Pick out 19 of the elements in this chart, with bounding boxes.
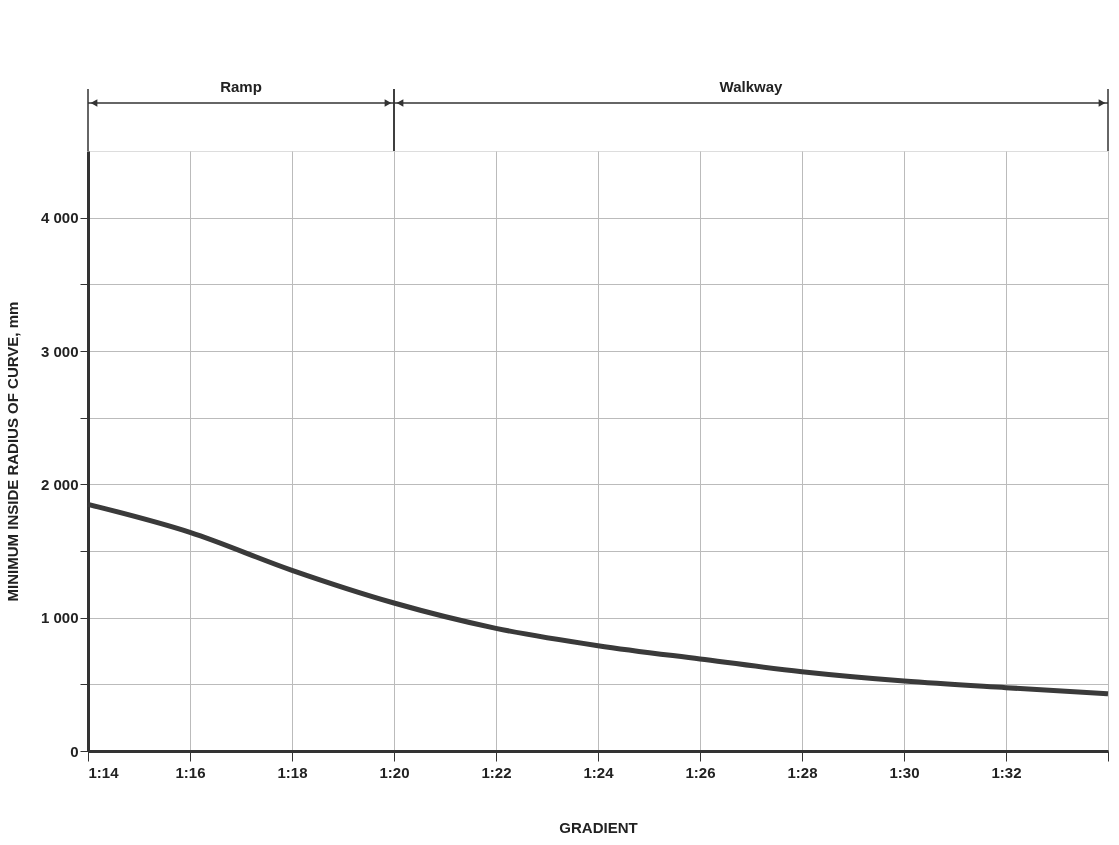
- x-tick-label: 1:28: [787, 763, 818, 781]
- y-tick-label: 4 000: [40, 209, 79, 227]
- text: Ramp: [220, 78, 262, 95]
- x-tick-label: 1:20: [379, 763, 410, 781]
- y-axis-title: MINIMUM INSIDE RADIUS OF CURVE, mm: [3, 301, 21, 602]
- x-tick-label: 1:14: [88, 763, 120, 781]
- x-tick-label: 1:30: [889, 763, 920, 781]
- x-axis-title: GRADIENT: [559, 818, 638, 836]
- y-tick-label: 3 000: [40, 342, 79, 360]
- text: Walkway: [719, 78, 784, 95]
- y-tick-label: 0: [70, 742, 79, 760]
- x-tick-label: 1:22: [481, 763, 512, 781]
- x-tick-label: 1:26: [685, 763, 716, 781]
- x-tick-label: 1:24: [583, 763, 615, 781]
- y-tick-label: 1 000: [40, 609, 79, 627]
- x-tick-label: 1:16: [175, 763, 206, 781]
- x-tick-label: 1:18: [277, 763, 308, 781]
- y-tick-label: 2 000: [40, 475, 79, 493]
- x-tick-label: 1:32: [991, 763, 1022, 781]
